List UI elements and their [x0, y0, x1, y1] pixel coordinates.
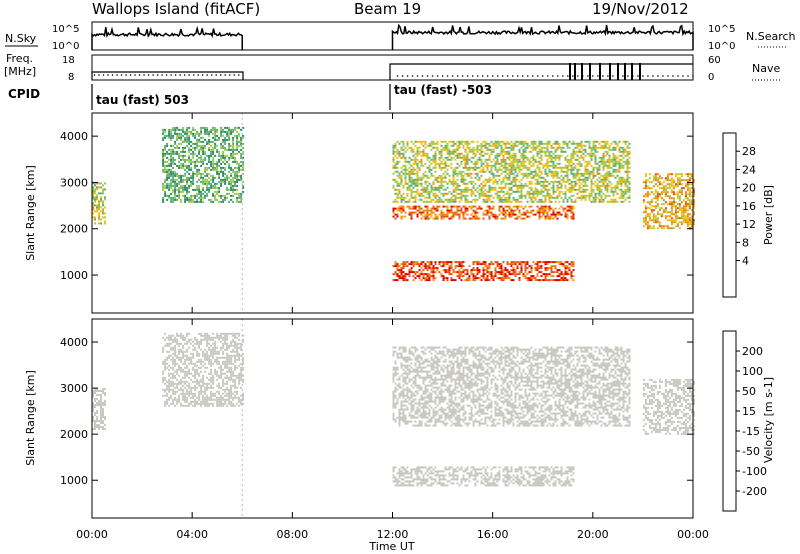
nsky-line-segment-2: [391, 23, 694, 50]
power-colorbar: 28 24 20 16 12 8 4: [722, 132, 756, 298]
power-cbar-tick-0: 28: [742, 145, 756, 158]
power-heatmap: [92, 113, 695, 313]
power-yticks-tick-1: 3000: [60, 176, 88, 189]
power-yaxis: 4000 3000 2000 1000: [60, 130, 693, 282]
nsky-tick-top: 10^5: [52, 24, 79, 35]
cpid-text-2: tau (fast) -503: [394, 83, 492, 97]
power-data-feature-2: [392, 261, 575, 282]
power-cbar-tick-4: 12: [742, 218, 756, 231]
vel-cbar-tick-2: 50: [742, 385, 756, 398]
vel-yticks-tick-3: 1000: [60, 474, 88, 487]
freq-panel-frame: [91, 54, 694, 81]
power-yticks-tick-0: 4000: [60, 130, 88, 143]
nave-tick-bottom: 0: [708, 72, 714, 83]
vel-cbar-tick-6: -100: [742, 465, 767, 478]
velocity-ylabel: Slant Range [km]: [24, 370, 37, 466]
time-tick-2: 08:00: [276, 528, 308, 541]
nsky-line-segment-1: [91, 25, 244, 51]
vel-data-feature-4: [642, 378, 695, 435]
cpid-label: CPID: [8, 87, 40, 101]
power-colorbar-label: Power [dB]: [762, 185, 775, 245]
freq-tick-top: 18: [62, 55, 75, 66]
velocity-colorbar-label: Velocity [m s-1]: [762, 377, 775, 463]
time-tick-1: 04:00: [176, 528, 208, 541]
vel-cbar-tick-4: -15: [742, 425, 760, 438]
freq-unit-label: [MHz]: [4, 65, 36, 78]
date-title: 19/Nov/2012: [592, 0, 689, 18]
power-cbar-tick-6: 4: [742, 255, 749, 268]
nsky-tick-bottom-right: 10^0: [708, 41, 735, 52]
site-title: Wallops Island (fitACF): [92, 0, 260, 18]
power-data-feature-3: [392, 205, 575, 220]
power-yticks-tick-2: 2000: [60, 223, 88, 236]
power-cbar-tick-1: 24: [742, 163, 756, 176]
vel-cbar-tick-7: -200: [742, 485, 767, 498]
power-data-feature-0: [92, 182, 106, 225]
nave-tick-top: 60: [708, 55, 721, 66]
velocity-colorbar: 200 100 50 15 -15 -50 -100 -200: [722, 330, 767, 512]
velocity-yaxis: 4000 3000 2000 1000: [60, 336, 693, 487]
nave-spikes: [569, 63, 641, 80]
power-yticks-tick-3: 1000: [60, 269, 88, 282]
vel-data-feature-2: [392, 466, 575, 487]
time-axis: 00:00 04:00 08:00 12:00 16:00 20:00 00:00: [76, 113, 709, 541]
time-tick-5: 20:00: [577, 528, 609, 541]
nave-dots: [93, 74, 694, 77]
vel-data-feature-1: [162, 332, 245, 407]
power-data-feature-4: [392, 140, 631, 203]
power-ylabel: Slant Range [km]: [24, 165, 37, 261]
power-cbar-tick-5: 8: [742, 236, 749, 249]
freq-label: Freq.: [6, 52, 33, 65]
velocity-heatmap: [92, 319, 695, 518]
time-tick-0: 00:00: [76, 528, 108, 541]
power-data-feature-1: [162, 126, 245, 203]
vel-yticks-tick-0: 4000: [60, 336, 88, 349]
vel-cbar-tick-1: 100: [742, 365, 763, 378]
nsky-tick-top-right: 10^5: [708, 24, 735, 35]
power-cbar-tick-2: 20: [742, 182, 756, 195]
vel-cbar-tick-3: 15: [742, 405, 756, 418]
vel-cbar-tick-0: 200: [742, 345, 763, 358]
freq-line: [91, 63, 693, 80]
vel-yticks-tick-2: 2000: [60, 428, 88, 441]
power-data-feature-5: [642, 173, 695, 230]
time-tick-6: 00:00: [677, 528, 709, 541]
nsearch-label: N.Search: [746, 30, 796, 43]
time-axis-label: Time UT: [368, 540, 414, 553]
beam-title: Beam 19: [354, 0, 421, 18]
nsky-label: N.Sky: [5, 32, 37, 45]
power-cbar-tick-3: 16: [742, 200, 756, 213]
vel-data-feature-3: [392, 346, 631, 427]
nave-label: Nave: [752, 62, 780, 75]
freq-tick-bottom: 8: [68, 72, 74, 83]
vel-cbar-tick-5: -50: [742, 445, 760, 458]
vel-data-feature-0: [92, 388, 106, 431]
time-tick-3: 12:00: [377, 528, 409, 541]
cpid-text-1: tau (fast) 503: [96, 93, 189, 107]
nsky-tick-bottom: 10^0: [52, 41, 79, 52]
time-tick-4: 16:00: [477, 528, 509, 541]
vel-yticks-tick-1: 3000: [60, 382, 88, 395]
